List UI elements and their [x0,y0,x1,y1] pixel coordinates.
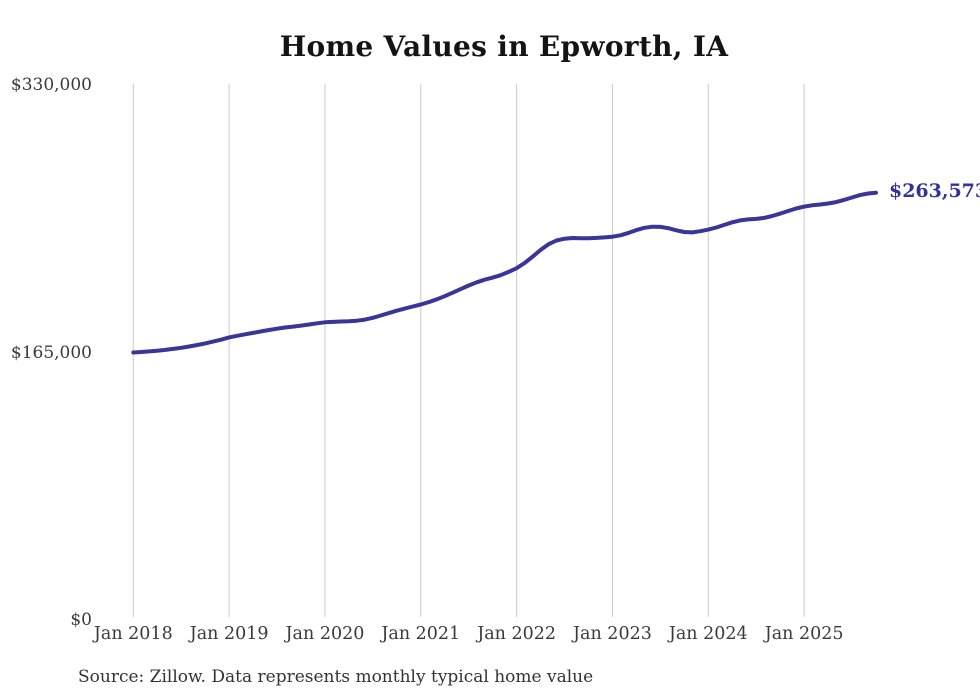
current-value-label: $263,573 [888,179,980,202]
x-axis-tick-label: Jan 2022 [477,624,557,644]
x-axis-tick-label: Jan 2019 [189,624,269,644]
x-axis-tick-label: Jan 2018 [93,624,173,644]
y-axis-tick-label: $330,000 [10,75,92,95]
x-axis-tick-label: Jan 2021 [381,624,461,644]
source-note: Source: Zillow. Data represents monthly … [78,667,594,687]
x-axis-tick-label: Jan 2025 [764,624,844,644]
home-value-line [131,190,878,355]
chart-title: Home Values in Epworth, IA [279,30,729,63]
y-axis-tick-label: $165,000 [10,342,92,363]
x-axis-tick-label: Jan 2020 [285,624,365,644]
x-axis-tick-label: Jan 2023 [573,624,652,644]
y-axis-tick-label: $0 [70,610,92,630]
x-axis-tick-label: Jan 2024 [668,624,748,644]
